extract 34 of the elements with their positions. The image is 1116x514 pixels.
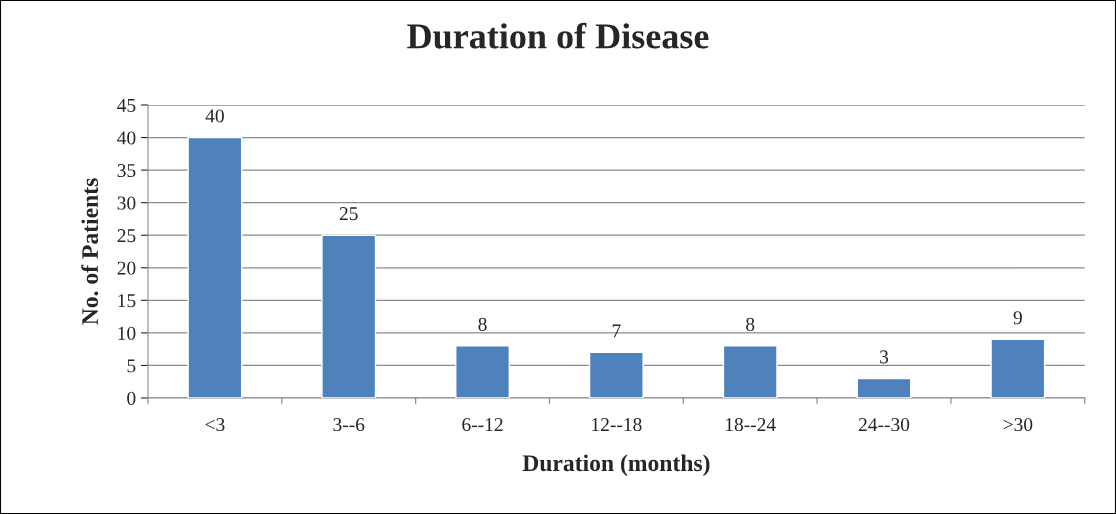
x-tick-label: 6--12 <box>462 418 503 432</box>
data-label: 8 <box>746 317 755 331</box>
bar <box>990 338 1046 398</box>
y-tick-label: 25 <box>117 229 136 243</box>
y-tick-label: 30 <box>117 196 136 210</box>
x-axis-title: Duration (months) <box>522 454 710 476</box>
y-axis-title: No. of Patients <box>81 178 99 325</box>
bar <box>321 234 377 398</box>
x-tick-label: <3 <box>205 418 225 432</box>
y-tick-label: 0 <box>127 391 136 405</box>
x-tick-label: 18--24 <box>725 418 776 432</box>
bar <box>588 351 644 398</box>
bar <box>187 136 243 398</box>
data-label: 3 <box>880 350 889 364</box>
y-tick-label: 10 <box>118 326 136 340</box>
x-tick-label: >30 <box>1003 418 1033 432</box>
x-tick-label: 12--18 <box>592 418 642 432</box>
bar <box>722 345 778 398</box>
x-tick-label: 24--30 <box>858 418 910 432</box>
x-tick-label: 3--6 <box>333 418 365 432</box>
bar <box>856 377 912 398</box>
data-label: 25 <box>339 207 358 221</box>
y-tick-label: 5 <box>127 359 136 373</box>
data-label: 8 <box>478 317 487 331</box>
y-tick-label: 45 <box>117 98 136 112</box>
y-tick-label: 15 <box>118 294 136 308</box>
data-label: 40 <box>205 109 224 123</box>
chart-title: Duration of Disease <box>407 22 709 49</box>
data-label: 7 <box>612 324 621 338</box>
y-tick-label: 40 <box>117 131 136 145</box>
data-label: 9 <box>1013 311 1022 325</box>
y-tick-label: 35 <box>117 163 136 178</box>
y-tick-label: 20 <box>117 261 136 275</box>
bar <box>455 345 511 398</box>
